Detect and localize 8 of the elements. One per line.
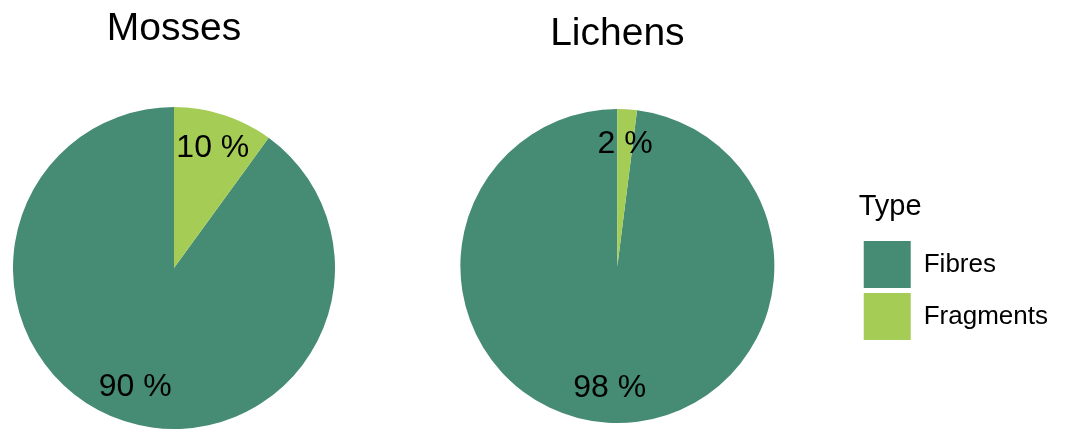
chart-title: Lichens <box>550 10 685 54</box>
data-label: 10 % <box>176 128 250 165</box>
chart-title: Mosses <box>106 4 242 48</box>
data-label: 90 % <box>98 367 172 404</box>
data-label: 98 % <box>573 368 647 405</box>
legend-label: Fibres <box>923 247 996 278</box>
legend-label: Fragments <box>923 299 1048 330</box>
legend-title: Type <box>858 188 922 221</box>
